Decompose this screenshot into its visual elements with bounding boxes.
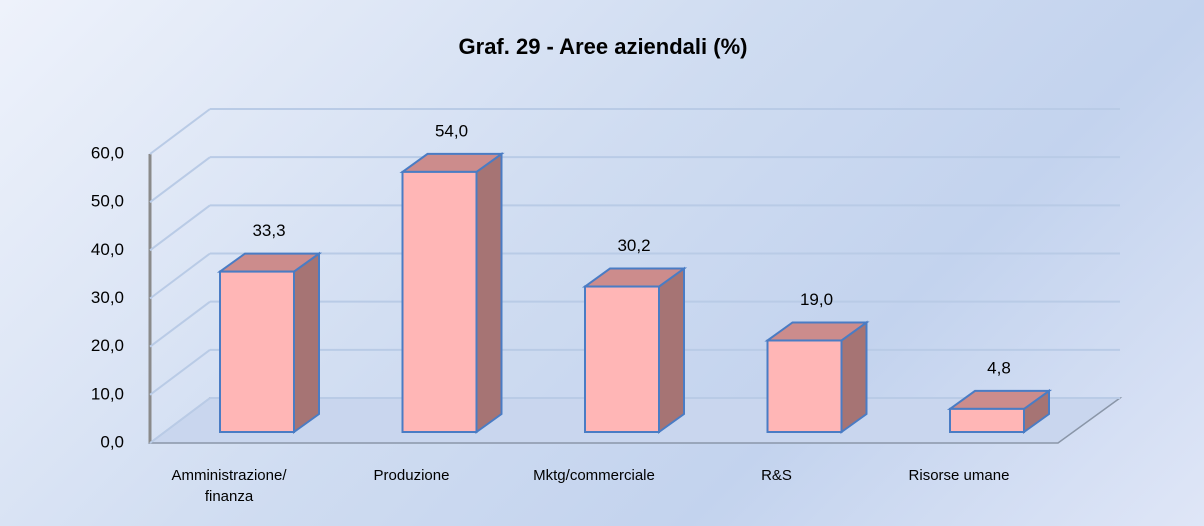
x-tick-label: Risorse umane (908, 467, 1010, 484)
value-label: 30,2 (617, 236, 650, 255)
value-label: 4,8 (987, 358, 1011, 377)
x-tick-label: Mktg/commerciale (533, 467, 655, 484)
grid-line (149, 397, 211, 444)
bar (584, 285, 660, 433)
y-tick-label: 40,0 (91, 240, 124, 259)
grid-line (149, 108, 211, 155)
bar (949, 407, 1025, 434)
bar-side (293, 251, 320, 434)
grid-line (149, 252, 211, 300)
grid-line (149, 156, 211, 203)
bar (766, 339, 843, 434)
y-tick-label: 10,0 (91, 384, 124, 403)
value-label: 33,3 (252, 221, 285, 240)
grid-line (149, 349, 211, 396)
y-tick-label: 0,0 (100, 432, 124, 451)
y-tick-label: 20,0 (91, 336, 124, 355)
bar-side (475, 151, 503, 434)
value-label: 54,0 (435, 121, 468, 140)
grid-line (149, 204, 211, 252)
bar (401, 170, 478, 433)
y-tick-label: 50,0 (91, 192, 124, 211)
y-tick-label: 60,0 (91, 143, 124, 162)
chart-title: Graf. 29 - Aree aziendali (%) (459, 34, 748, 59)
y-tick-label: 30,0 (91, 288, 124, 307)
x-tick-label: Produzione (373, 467, 450, 484)
value-label: 19,0 (800, 290, 833, 309)
bar (219, 270, 295, 434)
x-tick-label: R&S (761, 467, 792, 484)
x-tick-label: Amministrazione/ finanza (171, 467, 287, 505)
grid-line (149, 300, 211, 348)
bar-side (658, 266, 685, 434)
